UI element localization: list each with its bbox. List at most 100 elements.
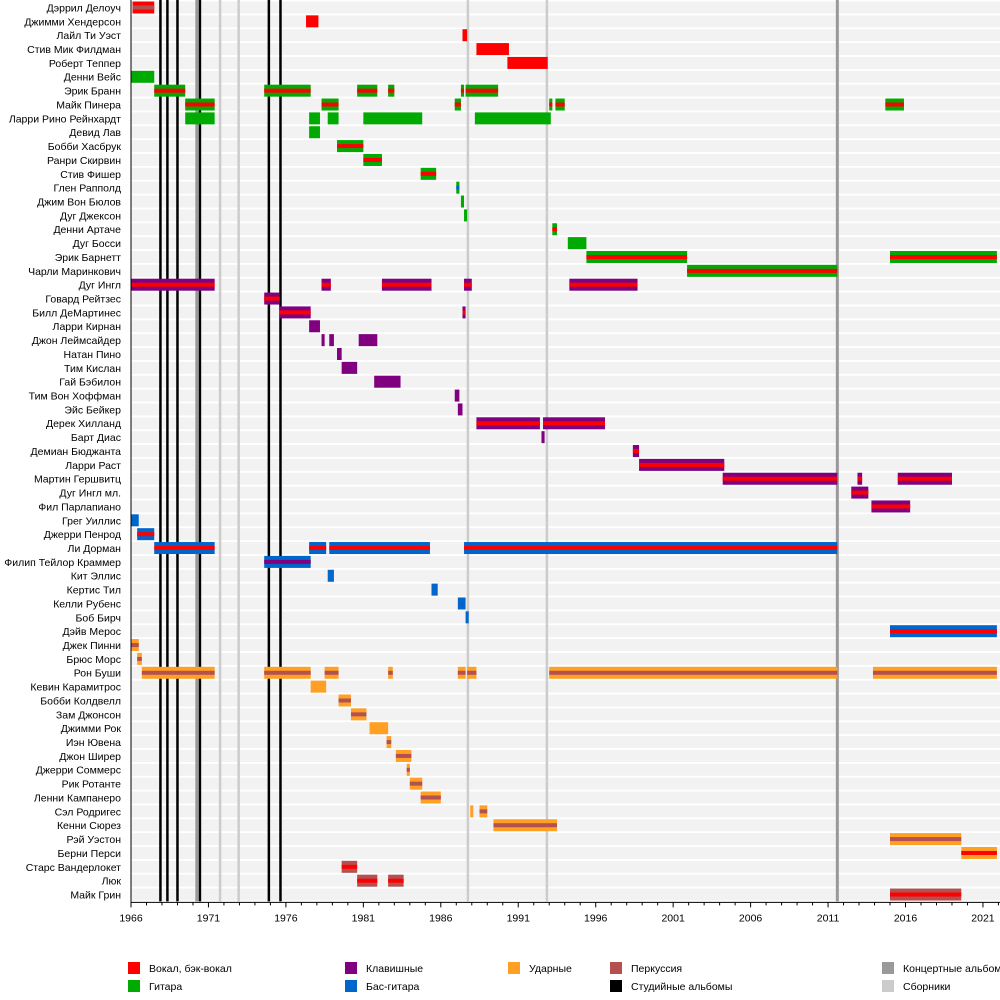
row-background <box>131 403 1000 416</box>
member-name: Стив Фишер <box>60 169 121 181</box>
row-background <box>131 472 1000 485</box>
row-background <box>131 500 1000 513</box>
x-axis: 1966 1971 1976 1981 1986 1991 1996 2001 2006 2011… <box>119 0 1000 924</box>
member-name: Денни Вейс <box>64 72 121 84</box>
member-name: Джон Леймсайдер <box>32 335 121 347</box>
row-background <box>131 749 1000 762</box>
album-lines <box>159 0 839 902</box>
row-background <box>131 888 1000 901</box>
row-background <box>131 625 1000 638</box>
member-bar-secondary-vocals <box>464 546 838 551</box>
member-bar-secondary-vocals <box>462 310 466 315</box>
member-labels: Дэррил Делоуч Джимми Хендерсон Лайл Ти Уэс… <box>4 2 121 901</box>
x-tick-label: 1971 <box>197 912 221 924</box>
member-bar-secondary-vocals <box>420 171 437 176</box>
member-bar-secondary-perc <box>324 670 339 675</box>
legend-swatch-keys <box>345 962 357 974</box>
row-background <box>131 805 1000 818</box>
legend: Вокал, бэк-вокал Гитара Клавишные Бас-гитар… <box>128 962 1000 993</box>
member-bar-bass <box>327 569 334 582</box>
member-name: Джон Ширер <box>59 751 121 763</box>
member-bar-guitar <box>131 70 155 83</box>
member-bar-secondary-vocals <box>687 268 838 273</box>
member-name: Кертис Тил <box>67 585 121 597</box>
member-name: Денни Артаче <box>53 224 121 236</box>
member-bar-keys <box>329 334 334 347</box>
member-bar-secondary-vocals <box>851 490 869 495</box>
row-background <box>131 181 1000 194</box>
row-background <box>131 777 1000 790</box>
x-tick-label: 2006 <box>739 912 763 924</box>
member-name: Тим Кислан <box>64 363 121 375</box>
member-name: Эрик Барнетт <box>55 252 121 264</box>
member-bar-secondary-vocals <box>357 88 378 93</box>
member-bar-secondary-vocals <box>890 254 997 259</box>
row-backgrounds <box>131 1 1000 901</box>
legend-label-studio: Студийные альбомы <box>631 981 732 993</box>
member-bar-bass <box>465 611 469 624</box>
member-bar-secondary-vocals <box>555 102 565 107</box>
member-name: Старс Вандерлокет <box>26 862 121 874</box>
member-bar-secondary-perc <box>479 809 488 814</box>
legend-swatch-comp <box>882 980 894 992</box>
member-name: Кевин Карамитрос <box>30 682 121 694</box>
member-name: Говард Рейтзес <box>45 293 121 305</box>
member-bar-secondary-vocals <box>321 282 331 287</box>
member-bar-secondary-vocals <box>543 421 605 426</box>
member-bar-secondary-perc <box>264 670 311 675</box>
member-bar-secondary-perc <box>395 753 412 758</box>
row-background <box>131 389 1000 402</box>
legend-label-keys: Клавишные <box>366 963 423 975</box>
member-bar-secondary-perc <box>493 823 557 828</box>
row-background <box>131 98 1000 111</box>
member-bar-secondary-vocals <box>552 227 557 232</box>
row-background <box>131 597 1000 610</box>
legend-label-live: Концертные альбом <box>903 963 1000 975</box>
member-bar-secondary-vocals <box>897 476 952 481</box>
member-bar-vocals <box>476 43 509 56</box>
member-name: Джимми Рок <box>61 723 122 735</box>
member-bar-vocals <box>306 15 319 28</box>
member-bar-secondary-perc <box>549 670 838 675</box>
legend-label-drums: Ударные <box>529 963 572 975</box>
x-tick-label: 2011 <box>817 912 840 924</box>
member-bar-bass <box>431 583 438 596</box>
member-bar-keys <box>337 348 342 360</box>
member-bar-secondary-bass <box>456 185 460 190</box>
member-bar-guitar <box>567 237 587 250</box>
member-name: Рэй Уэстон <box>66 834 121 846</box>
member-name: Филип Тейлор Краммер <box>4 557 121 569</box>
legend-swatch-bass <box>345 980 357 992</box>
member-bar-secondary-vocals <box>264 88 311 93</box>
row-background <box>131 43 1000 56</box>
member-bar-secondary-perc <box>350 712 367 717</box>
member-bar-secondary-keys <box>264 559 311 564</box>
row-background <box>131 264 1000 277</box>
row-background <box>131 167 1000 180</box>
row-background <box>131 431 1000 444</box>
member-name: Джерри Пенрод <box>44 529 121 541</box>
member-name: Кенни Сюрез <box>57 820 121 832</box>
x-tick-label: 1981 <box>352 912 376 924</box>
member-bar-keys <box>321 334 325 347</box>
member-bar-secondary-vocals <box>465 88 499 93</box>
row-background <box>131 555 1000 568</box>
member-bars <box>131 1 997 901</box>
row-background <box>131 334 1000 347</box>
member-name: Люк <box>102 876 122 888</box>
member-bar-secondary-vocals <box>871 504 911 509</box>
row-background <box>131 583 1000 596</box>
row-background <box>131 1 1000 14</box>
row-background <box>131 652 1000 665</box>
member-bar-secondary-perc <box>386 740 392 745</box>
legend-label-guitar: Гитара <box>149 981 182 993</box>
row-background <box>131 292 1000 305</box>
legend-label-vocals: Вокал, бэк-вокал <box>149 963 232 975</box>
member-name: Сэл Родригес <box>55 806 121 818</box>
member-bar-secondary-vocals <box>890 892 962 897</box>
member-name: Девид Лав <box>69 127 121 139</box>
member-name: Демиан Бюджанта <box>31 446 122 458</box>
member-name: Зам Джонсон <box>56 709 121 721</box>
member-name: Дэйв Мерос <box>63 626 121 638</box>
